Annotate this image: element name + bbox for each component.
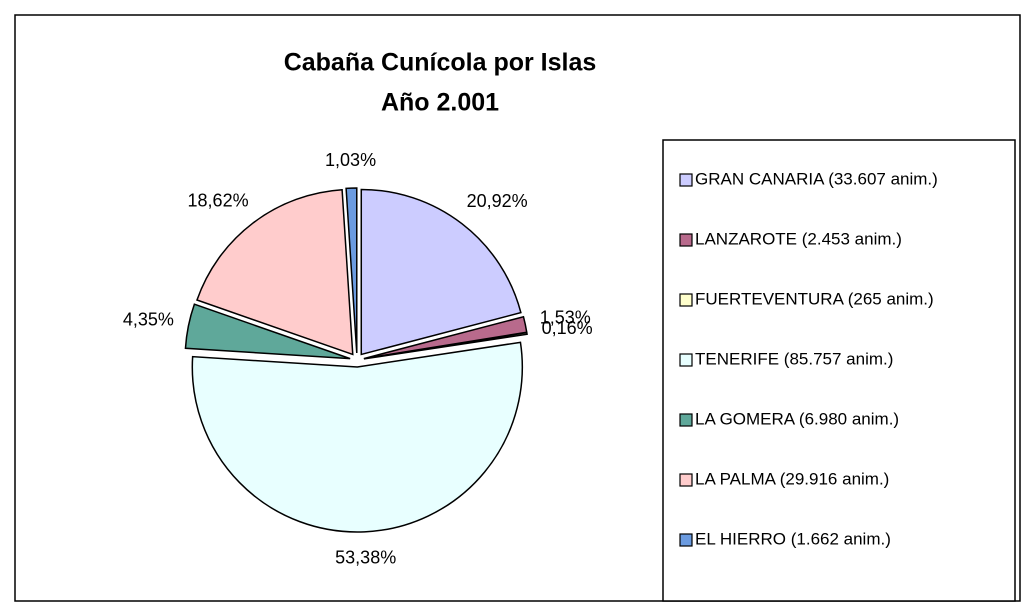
pie-slice bbox=[363, 331, 528, 360]
legend-label: LA PALMA (29.916 anim.) bbox=[695, 469, 889, 488]
data-label: 18,62% bbox=[188, 190, 249, 210]
data-label: 1,53% bbox=[540, 308, 591, 328]
legend-box bbox=[662, 139, 1016, 602]
legend-label: LANZAROTE (2.453 anim.) bbox=[695, 229, 902, 248]
data-label: 4,35% bbox=[123, 309, 174, 329]
legend-swatch bbox=[679, 473, 693, 487]
data-label: 1,03% bbox=[325, 150, 376, 170]
legend-swatch bbox=[679, 233, 693, 247]
legend-label: LA GOMERA (6.980 anim.) bbox=[695, 409, 899, 428]
pie-slice bbox=[196, 188, 354, 356]
legend-label: EL HIERRO (1.662 anim.) bbox=[695, 529, 891, 548]
data-label: 53,38% bbox=[335, 548, 396, 568]
legend-swatch bbox=[679, 533, 693, 547]
pie-slice bbox=[184, 303, 351, 360]
legend-label: GRAN CANARIA (33.607 anim.) bbox=[695, 169, 938, 188]
legend-swatch bbox=[679, 413, 693, 427]
pie-slice bbox=[191, 341, 524, 533]
legend-swatch bbox=[679, 353, 693, 367]
legend-label: FUERTEVENTURA (265 anim.) bbox=[695, 289, 934, 308]
chart-title: Cabaña Cunícola por Islas bbox=[284, 49, 597, 77]
data-label: 0,16% bbox=[542, 318, 593, 338]
legend-swatch bbox=[679, 293, 693, 307]
legend-label: TENERIFE (85.757 anim.) bbox=[695, 349, 893, 368]
data-label: 20,92% bbox=[467, 191, 528, 211]
pie-slice bbox=[345, 187, 358, 354]
pie-slice bbox=[360, 188, 522, 356]
legend-swatch bbox=[679, 173, 693, 187]
chart-subtitle: Año 2.001 bbox=[381, 89, 499, 117]
